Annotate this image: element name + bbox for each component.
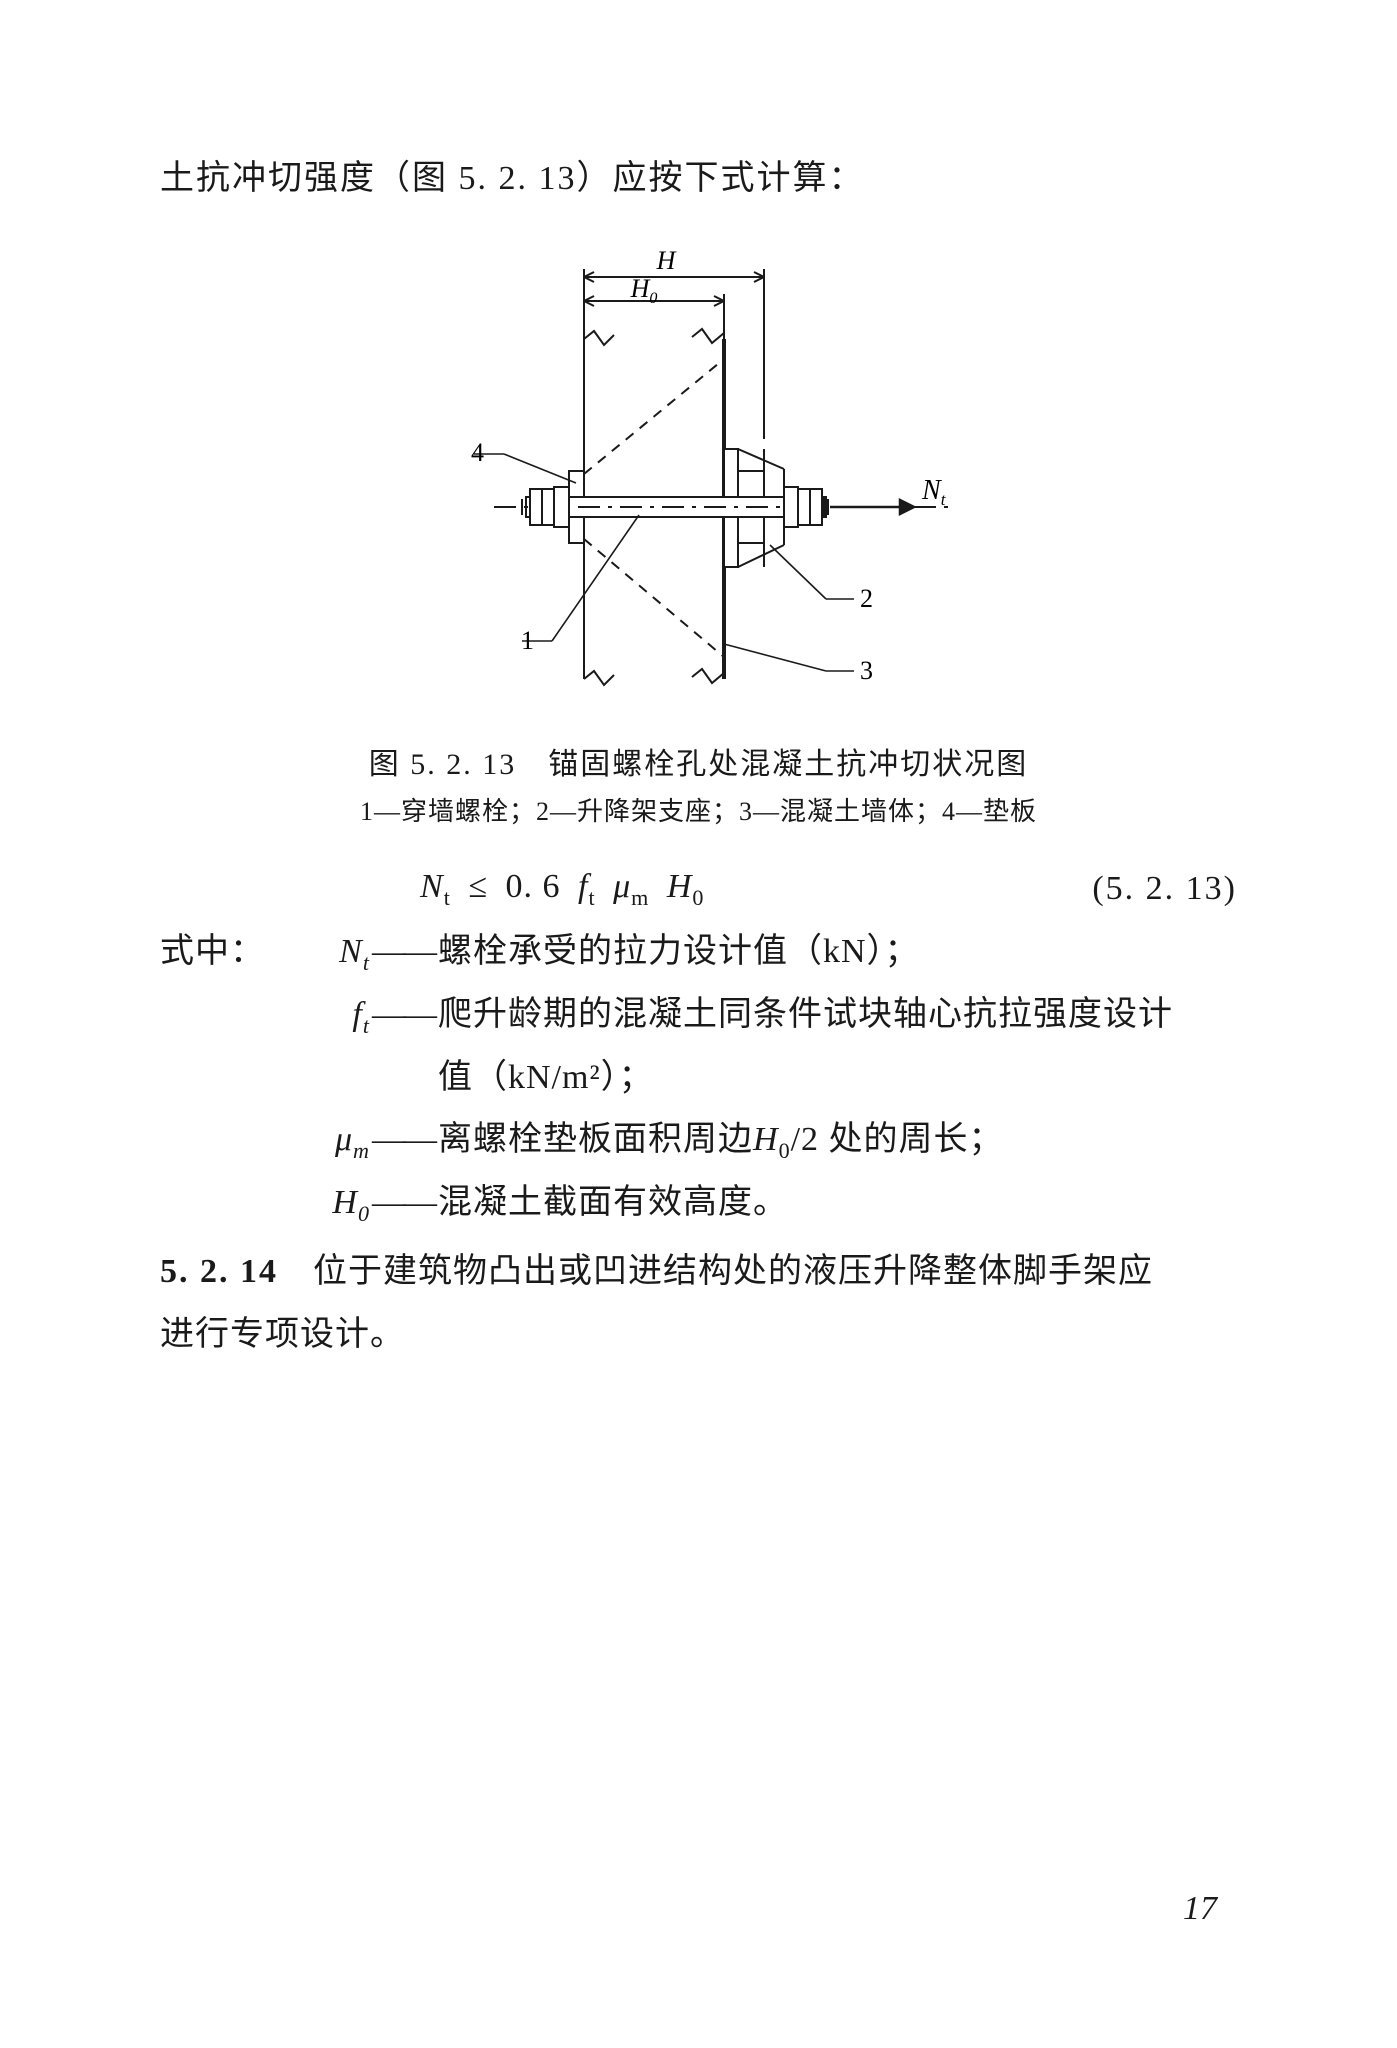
callout-2: 2 — [860, 584, 873, 613]
callout-3: 3 — [860, 656, 873, 685]
figure-svg: H H0 — [434, 239, 964, 719]
equation-number: (5. 2. 13) — [1092, 870, 1237, 908]
equation: Nt ≤ 0. 6 ft μm H0 (5. 2. 13) — [160, 868, 1237, 911]
intro-line: 土抗冲切强度（图 5. 2. 13）应按下式计算： — [160, 150, 1237, 199]
figure-legend: 1—穿墙螺栓；2—升降架支座；3—混凝土墙体；4—垫板 — [160, 791, 1237, 828]
page: 土抗冲切强度（图 5. 2. 13）应按下式计算： H H0 — [0, 0, 1397, 2048]
figure-wrap: H H0 — [160, 239, 1237, 719]
dim-H: H — [655, 246, 676, 275]
dim-H0: H0 — [629, 274, 657, 307]
Nt-label: Nt — [921, 475, 947, 509]
clause-5-2-14: 5. 2. 14 位于建筑物凸出或凹进结构处的液压升降整体脚手架应 进行专项设计… — [160, 1241, 1237, 1367]
callout-1: 1 — [521, 626, 534, 655]
figure-caption: 图 5. 2. 13 锚固螺栓孔处混凝土抗冲切状况图 — [160, 739, 1237, 783]
callout-4: 4 — [471, 438, 484, 467]
defs-lead: 式中： — [160, 921, 280, 984]
page-number: 17 — [1183, 1890, 1217, 1928]
symbol-definitions: 式中： Nt —— 螺栓承受的拉力设计值（kN）； ft —— 爬升龄期的混凝土… — [160, 921, 1237, 1235]
